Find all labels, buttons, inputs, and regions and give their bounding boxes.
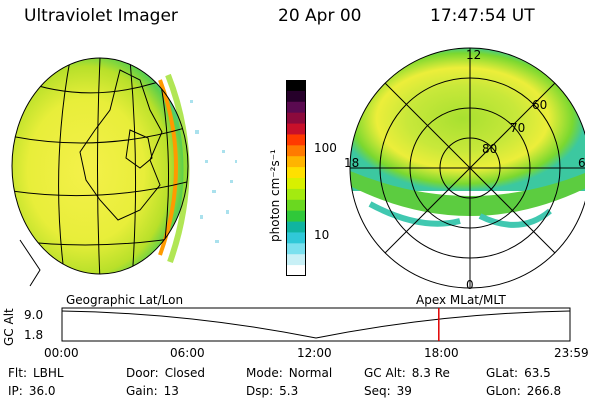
colorbar-band bbox=[286, 145, 306, 157]
xtick-0000: 00:00 bbox=[44, 346, 79, 360]
mlt-0-label: 0 bbox=[466, 278, 474, 292]
colorbar bbox=[286, 80, 306, 276]
mlat-60-label: 60 bbox=[532, 98, 548, 112]
info-ip: IP: 36.0 bbox=[8, 384, 56, 398]
mlt-12-label: 12 bbox=[466, 48, 482, 62]
colorbar-band bbox=[286, 112, 306, 125]
xtick-1200: 12:00 bbox=[297, 346, 332, 360]
polar-image bbox=[349, 47, 585, 289]
colorbar-unit-label: photon cm⁻²s⁻¹ bbox=[268, 149, 282, 242]
colorbar-band bbox=[286, 80, 306, 92]
colorbar-band bbox=[286, 90, 306, 103]
colorbar-band bbox=[286, 123, 306, 135]
colorbar-band bbox=[286, 265, 306, 276]
colorbar-band bbox=[286, 101, 306, 114]
colorbar-band bbox=[286, 156, 306, 168]
xtick-1800: 18:00 bbox=[424, 346, 459, 360]
xtick-0600: 06:00 bbox=[170, 346, 205, 360]
info-gain: Gain: 13 bbox=[126, 384, 179, 398]
earth-disk bbox=[12, 58, 188, 274]
mlat-80-label: 80 bbox=[482, 142, 498, 156]
alt-ytick-low: 1.8 bbox=[24, 328, 44, 342]
colorbar-band bbox=[286, 243, 306, 255]
right-projection-label: Apex MLat/MLT bbox=[416, 293, 506, 307]
colorbar-band bbox=[286, 134, 306, 146]
info-flt: Flt: LBHL bbox=[8, 366, 64, 380]
colorbar-band bbox=[286, 188, 306, 201]
coastline bbox=[79, 69, 163, 221]
colorbar-band bbox=[286, 254, 306, 266]
info-glon: GLon: 266.8 bbox=[486, 384, 562, 398]
info-mode: Mode: Normal bbox=[246, 366, 333, 380]
latlon-grid bbox=[12, 58, 188, 274]
altitude-plot bbox=[61, 307, 571, 342]
colorbar-band bbox=[286, 232, 306, 244]
colorbar-band bbox=[286, 210, 306, 223]
mlt-6-label: 6 bbox=[578, 156, 586, 170]
info-glat: GLat: 63.5 bbox=[486, 366, 551, 380]
colorbar-band bbox=[286, 221, 306, 233]
xtick-2359: 23:59 bbox=[554, 346, 589, 360]
mlat-70-label: 70 bbox=[510, 121, 526, 135]
info-seq: Seq: 39 bbox=[364, 384, 412, 398]
time-label: 17:47:54 UT bbox=[430, 6, 535, 26]
info-dsp: Dsp: 5.3 bbox=[246, 384, 299, 398]
colorbar-tick-10: 10 bbox=[314, 228, 330, 242]
colorbar-tick-100: 100 bbox=[314, 141, 337, 155]
colorbar-band bbox=[286, 167, 306, 179]
info-gc-alt: GC Alt: 8.3 Re bbox=[364, 366, 450, 380]
limb-aurora bbox=[158, 79, 178, 256]
date-label: 20 Apr 00 bbox=[278, 6, 362, 26]
geographic-image bbox=[11, 57, 237, 287]
colorbar-band bbox=[286, 199, 306, 212]
alt-ytick-high: 9.0 bbox=[24, 308, 44, 322]
colorbar-band bbox=[286, 178, 306, 190]
polar-grid bbox=[349, 47, 585, 289]
mlt-18-label: 18 bbox=[344, 156, 360, 170]
altitude-curve bbox=[61, 310, 571, 339]
left-projection-label: Geographic Lat/Lon bbox=[66, 293, 184, 307]
instrument-title: Ultraviolet Imager bbox=[24, 6, 178, 26]
info-door: Door: Closed bbox=[126, 366, 206, 380]
noise-speckle bbox=[190, 100, 237, 243]
